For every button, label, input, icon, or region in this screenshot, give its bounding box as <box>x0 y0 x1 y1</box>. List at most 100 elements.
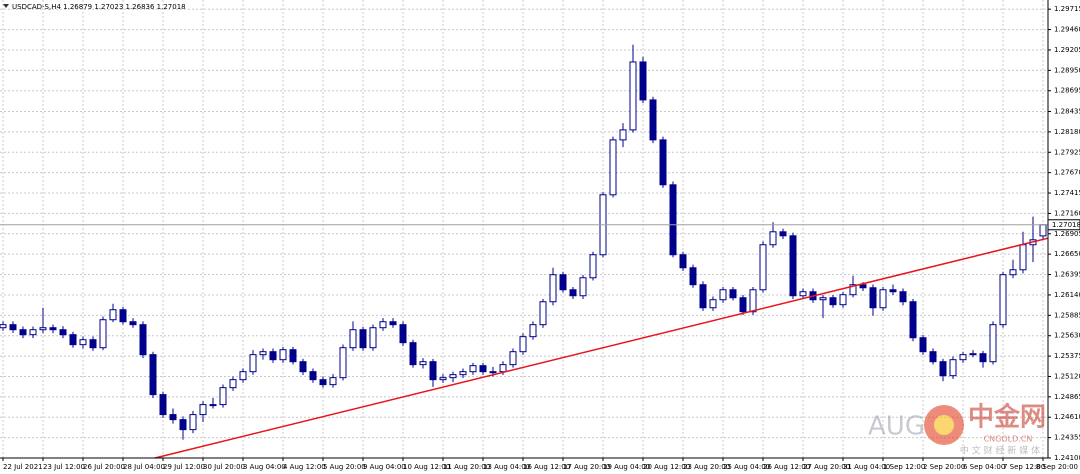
x-tick-label: 11 Aug 20:00 <box>443 463 490 471</box>
y-tick-label: 1.29205 <box>1054 46 1080 54</box>
y-tick-label: 1.24865 <box>1054 393 1080 401</box>
candle-body <box>249 354 257 373</box>
candle-body <box>399 324 407 344</box>
watermark-site: CNGOLD.CN <box>984 435 1033 444</box>
x-tick-label: 30 Jul 20:00 <box>203 463 245 471</box>
x-tick-label: 20 Aug 12:00 <box>643 463 690 471</box>
candle-body <box>349 329 357 349</box>
candle-body <box>279 349 287 361</box>
candle-body <box>119 309 127 323</box>
x-tick-label: 13 Aug 04:00 <box>483 463 530 471</box>
watermark: AUG 中金网 CNGOLD.CN 中 文 财 经 新 媒 体 <box>868 402 1046 457</box>
candle-body <box>689 267 697 286</box>
candle-body <box>219 387 227 406</box>
candle-body <box>979 353 987 363</box>
candle-body <box>699 284 707 309</box>
candle-body <box>529 324 537 338</box>
y-tick-label: 1.27670 <box>1054 169 1080 177</box>
x-tick-label: 27 Aug 20:00 <box>803 463 850 471</box>
candle-body <box>89 339 97 349</box>
x-tick-label: 8 Sep 20:00 <box>1036 463 1078 471</box>
candle-body <box>709 299 717 309</box>
candle-body <box>0 324 7 329</box>
candle-body <box>919 337 927 353</box>
candle-body <box>649 99 657 141</box>
candle-body <box>489 371 497 374</box>
x-tick-label: 6 Sep 04:00 <box>963 463 1005 471</box>
x-tick-label: 23 Aug 20:00 <box>683 463 730 471</box>
candle-body <box>199 404 207 416</box>
candle-body <box>129 321 137 326</box>
candle-body <box>1009 269 1017 276</box>
candle-body <box>359 329 367 349</box>
candle-body <box>729 289 737 299</box>
candle-body <box>269 351 277 361</box>
candle-body <box>319 379 327 386</box>
candle-body <box>929 351 937 363</box>
y-tick-label: 1.24100 <box>1054 454 1080 462</box>
candle-body <box>879 289 887 309</box>
y-tick-label: 1.26395 <box>1054 271 1080 279</box>
candle-body <box>839 294 847 306</box>
x-tick-label: 26 Jul 20:00 <box>83 463 125 471</box>
candle-body <box>749 289 757 313</box>
candle-body <box>189 414 197 431</box>
watermark-logo-inner <box>934 415 954 435</box>
candle-body <box>539 301 547 326</box>
x-tick-label: 29 Jul 12:00 <box>163 463 205 471</box>
x-tick-label: 22 Jul 2021 <box>3 463 43 471</box>
candle-body <box>149 354 157 396</box>
candle-body <box>519 336 527 353</box>
y-tick-label: 1.28435 <box>1054 108 1080 116</box>
candle-body <box>289 349 297 363</box>
candle-body <box>389 321 397 326</box>
y-tick-label: 1.25375 <box>1054 352 1080 360</box>
x-tick-label: 16 Aug 12:00 <box>523 463 570 471</box>
candle-body <box>469 365 477 373</box>
candle-body <box>369 327 377 349</box>
x-tick-label: 3 Aug 04:00 <box>243 463 286 471</box>
candle-body <box>659 139 667 186</box>
candle-body <box>569 289 577 297</box>
x-tick-label: 26 Aug 12:00 <box>763 463 810 471</box>
y-tick-label: 1.24610 <box>1054 413 1080 421</box>
y-tick-label: 1.28950 <box>1054 66 1080 74</box>
candle-body <box>409 342 417 366</box>
candle-body <box>309 371 317 381</box>
candle-body <box>419 361 427 366</box>
x-tick-label: 2 Sep 20:00 <box>923 463 965 471</box>
candle-body <box>849 284 857 296</box>
candle-body <box>109 309 117 321</box>
candle-body <box>939 361 947 377</box>
candle-body <box>589 254 597 279</box>
candle-body <box>639 61 647 101</box>
y-tick-label: 1.28180 <box>1054 128 1080 136</box>
candle-body <box>429 361 437 381</box>
candle-body <box>259 351 267 356</box>
candle-body <box>239 371 247 381</box>
candle-body <box>1039 224 1047 237</box>
candle-body <box>739 297 747 313</box>
candle-body <box>889 289 897 293</box>
candle-body <box>909 301 917 339</box>
symbol-icon <box>3 4 9 8</box>
candle-body <box>579 277 587 297</box>
candle-body <box>719 289 727 301</box>
watermark-brand: AUG <box>868 412 925 442</box>
candle-body <box>949 359 957 377</box>
candle-body <box>869 287 877 309</box>
candle-body <box>209 404 217 407</box>
candle-body <box>759 244 767 291</box>
x-tick-label: 17 Aug 20:00 <box>563 463 610 471</box>
trendline <box>154 237 1049 459</box>
candle-body <box>169 414 177 421</box>
candle-body <box>59 329 67 336</box>
x-tick-label: 1 Sep 12:00 <box>883 463 925 471</box>
x-tick-label: 25 Aug 04:00 <box>723 463 770 471</box>
candle-body <box>559 274 567 291</box>
candle-body <box>679 254 687 269</box>
x-tick-label: 9 Aug 04:00 <box>363 463 406 471</box>
y-tick-label: 1.25120 <box>1054 372 1080 380</box>
candle-body <box>179 419 187 431</box>
